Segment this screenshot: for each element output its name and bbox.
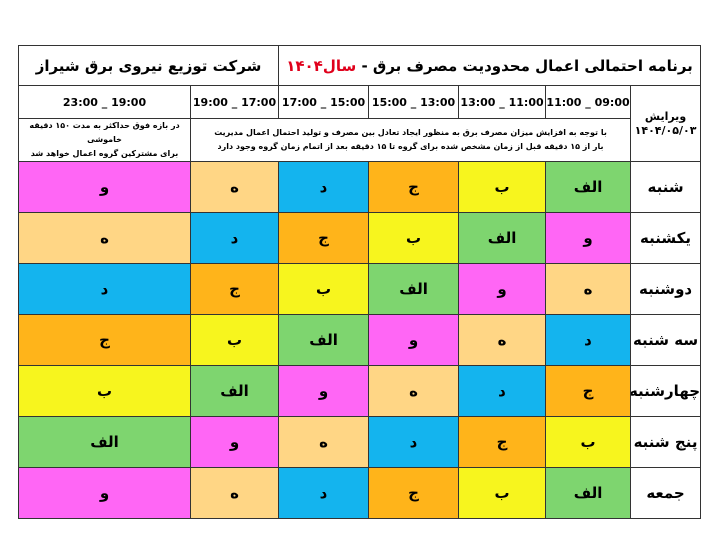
group-cell: د <box>545 314 632 366</box>
note-line: برای مشترکین گروه اعمال خواهد شد <box>30 149 179 158</box>
day-row: چهارشنبه ج د ه و الف ب <box>17 365 702 417</box>
group-cell: ب <box>458 467 547 519</box>
group-cell: ب <box>545 416 632 468</box>
day: دوشنبه <box>630 263 702 315</box>
group-cell: د <box>278 467 370 519</box>
group-cell: ه <box>278 416 370 468</box>
time-header: 15:00 _ 17:00 <box>278 85 370 119</box>
group-cell: د <box>458 365 547 417</box>
group-cell: و <box>278 365 370 417</box>
group-cell: ب <box>17 365 192 417</box>
group-cell: ج <box>17 314 192 366</box>
day-row: پنج شنبه ب ج د ه و الف <box>17 416 702 468</box>
group-cell: و <box>190 416 280 468</box>
note-side: در بازه فوق حداکثر به مدت ۱۵۰ دقیقه خامو… <box>17 118 192 162</box>
time-header: 13:00 _ 15:00 <box>368 85 460 119</box>
schedule-table: برنامه احتمالی اعمال محدودیت مصرف برق - … <box>17 45 702 519</box>
group-cell: د <box>17 263 192 315</box>
note-line: بار از ۱۵ دقیقه قبل از زمان مشخص شده برا… <box>217 142 604 151</box>
day-row: شنبه الف ب ج د ه و <box>17 161 702 213</box>
group-cell: و <box>545 212 632 264</box>
group-cell: و <box>17 161 192 213</box>
group-cell: ب <box>278 263 370 315</box>
group-cell: ه <box>190 467 280 519</box>
group-cell: د <box>190 212 280 264</box>
time-header: 17:00 _ 19:00 <box>190 85 280 119</box>
company: شرکت توزیع نیروی برق شیراز <box>17 45 280 86</box>
note-main: با توجه به افزایش میزان مصرف برق به منظو… <box>190 118 632 162</box>
day: شنبه <box>630 161 702 213</box>
group-cell: ج <box>368 467 460 519</box>
day-row: سه شنبه د ه و الف ب ج <box>17 314 702 366</box>
title-cell: برنامه احتمالی اعمال محدودیت مصرف برق - … <box>278 45 702 86</box>
group-cell: ج <box>278 212 370 264</box>
group-cell: ج <box>545 365 632 417</box>
day: سه شنبه <box>630 314 702 366</box>
note-line: با توجه به افزایش میزان مصرف برق به منظو… <box>214 128 607 137</box>
group-cell: و <box>17 467 192 519</box>
group-cell: ج <box>190 263 280 315</box>
edition-label: ویرایش <box>644 109 687 123</box>
day: یکشنبه <box>630 212 702 264</box>
time-header: 09:00 _ 11:00 <box>545 85 632 119</box>
note-line: در بازه فوق حداکثر به مدت ۱۵۰ دقیقه خامو… <box>29 121 180 144</box>
day-row: جمعه الف ب ج د ه و <box>17 467 702 519</box>
edition-date: ۱۴۰۴/۰۵/۰۳ <box>634 123 697 137</box>
group-cell: ه <box>190 161 280 213</box>
group-cell: ب <box>190 314 280 366</box>
group-cell: الف <box>368 263 460 315</box>
group-cell: ه <box>17 212 192 264</box>
day: چهارشنبه <box>630 365 702 417</box>
edition: ویرایش ۱۴۰۴/۰۵/۰۳ <box>630 85 702 162</box>
time-header: 19:00 _ 23:00 <box>17 85 192 119</box>
group-cell: ه <box>458 314 547 366</box>
group-cell: و <box>368 314 460 366</box>
group-cell: الف <box>458 212 547 264</box>
group-cell: الف <box>17 416 192 468</box>
day: پنج شنبه <box>630 416 702 468</box>
group-cell: د <box>278 161 370 213</box>
day-row: یکشنبه و الف ب ج د ه <box>17 212 702 264</box>
day-row: دوشنبه ه و الف ب ج د <box>17 263 702 315</box>
group-cell: ج <box>458 416 547 468</box>
group-cell: ج <box>368 161 460 213</box>
group-cell: ب <box>368 212 460 264</box>
title: برنامه احتمالی اعمال محدودیت مصرف برق - <box>356 56 693 75</box>
group-cell: ب <box>458 161 547 213</box>
group-cell: الف <box>545 467 632 519</box>
group-cell: د <box>368 416 460 468</box>
day: جمعه <box>630 467 702 519</box>
group-cell: الف <box>190 365 280 417</box>
time-header: 11:00 _ 13:00 <box>458 85 547 119</box>
group-cell: ه <box>368 365 460 417</box>
group-cell: الف <box>545 161 632 213</box>
group-cell: ه <box>545 263 632 315</box>
group-cell: و <box>458 263 547 315</box>
title-year: سال۱۴۰۴ <box>286 56 357 75</box>
group-cell: الف <box>278 314 370 366</box>
